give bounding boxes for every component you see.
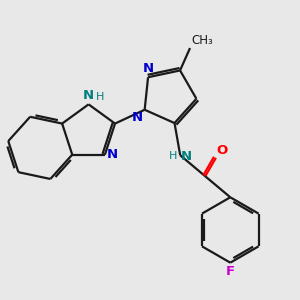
- Text: O: O: [217, 144, 228, 157]
- Text: H: H: [95, 92, 104, 102]
- Text: N: N: [181, 150, 192, 163]
- Text: N: N: [83, 89, 94, 102]
- Text: H: H: [169, 151, 177, 161]
- Text: N: N: [107, 148, 118, 161]
- Text: CH₃: CH₃: [191, 34, 213, 47]
- Text: N: N: [142, 62, 154, 75]
- Text: F: F: [226, 265, 235, 278]
- Text: N: N: [131, 111, 143, 124]
